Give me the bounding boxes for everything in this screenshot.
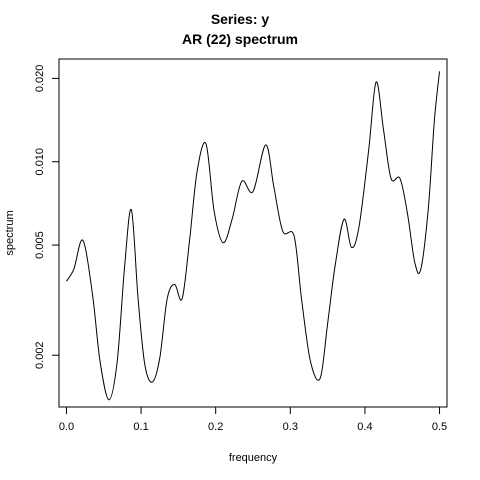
y-axis: 0.002 0.005 0.010 0.020	[34, 65, 60, 369]
x-tick-label: 0.1	[133, 421, 148, 433]
x-tick-label: 0.3	[283, 421, 298, 433]
x-axis-label: frequency	[229, 452, 278, 464]
y-tick-label: 0.010	[34, 148, 46, 176]
x-tick-label: 0.2	[208, 421, 223, 433]
chart-title: Series: y	[210, 11, 270, 27]
y-axis-label: spectrum	[4, 210, 16, 255]
series-line	[66, 71, 441, 401]
plot-frame	[58, 58, 448, 408]
chart-subtitle: AR (22) spectrum	[182, 31, 298, 47]
x-tick-label: 0.4	[357, 421, 372, 433]
y-tick-label: 0.020	[34, 65, 46, 93]
x-axis: 0.0 0.1 0.2 0.3 0.4 0.5	[59, 406, 447, 433]
y-tick-label: 0.005	[34, 231, 46, 259]
x-tick-label: 0.0	[59, 421, 74, 433]
x-tick-label: 0.5	[432, 421, 447, 433]
y-tick-label: 0.002	[34, 341, 46, 369]
